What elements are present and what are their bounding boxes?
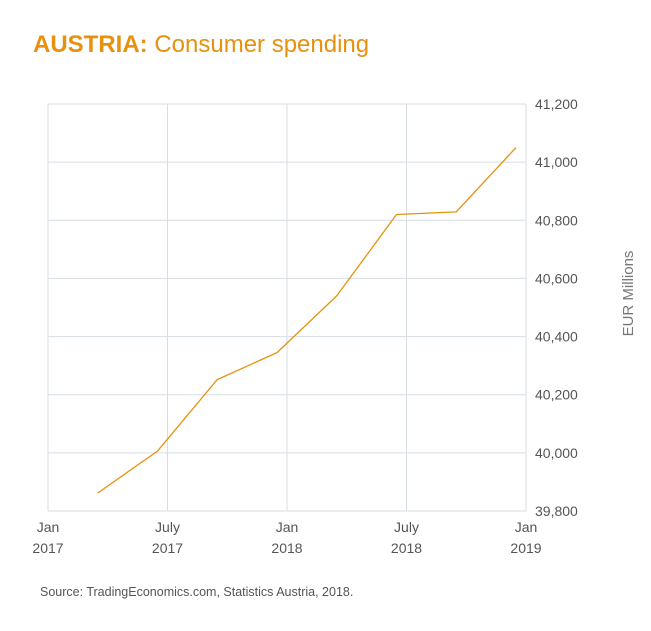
x-tick-label-month: Jan [37, 519, 60, 535]
data-point [97, 492, 99, 494]
y-tick-label: 41,000 [535, 154, 578, 170]
data-point [455, 211, 457, 213]
y-tick-label: 40,200 [535, 387, 578, 403]
y-tick-label: 40,800 [535, 212, 578, 228]
x-tick-label-year: 2018 [271, 540, 302, 556]
x-tick-label-month: Jan [276, 519, 299, 535]
x-tick-label-month: Jan [515, 519, 538, 535]
y-tick-label: 40,600 [535, 270, 578, 286]
x-tick-label-month: July [394, 519, 419, 535]
y-tick-label: 39,800 [535, 503, 578, 519]
data-point [336, 295, 338, 297]
x-tick-label-month: July [155, 519, 180, 535]
data-point [395, 213, 397, 215]
data-point [515, 146, 517, 148]
data-point [156, 450, 158, 452]
x-tick-label-year: 2017 [152, 540, 183, 556]
x-tick-label-year: 2018 [391, 540, 422, 556]
y-tick-label: 41,200 [535, 96, 578, 112]
y-axis-label: EUR Millions [620, 251, 637, 337]
data-point [216, 378, 218, 380]
chart-title: AUSTRIA: Consumer spending [33, 31, 369, 59]
y-tick-label: 40,000 [535, 445, 578, 461]
title-country: AUSTRIA: [33, 31, 148, 58]
data-point [276, 351, 278, 353]
series-line [97, 147, 517, 494]
source-note: Source: TradingEconomics.com, Statistics… [40, 585, 354, 599]
x-tick-label-year: 2017 [32, 540, 63, 556]
x-tick-label-year: 2019 [510, 540, 541, 556]
y-tick-label: 40,400 [535, 329, 578, 345]
title-subject: Consumer spending [154, 31, 370, 58]
